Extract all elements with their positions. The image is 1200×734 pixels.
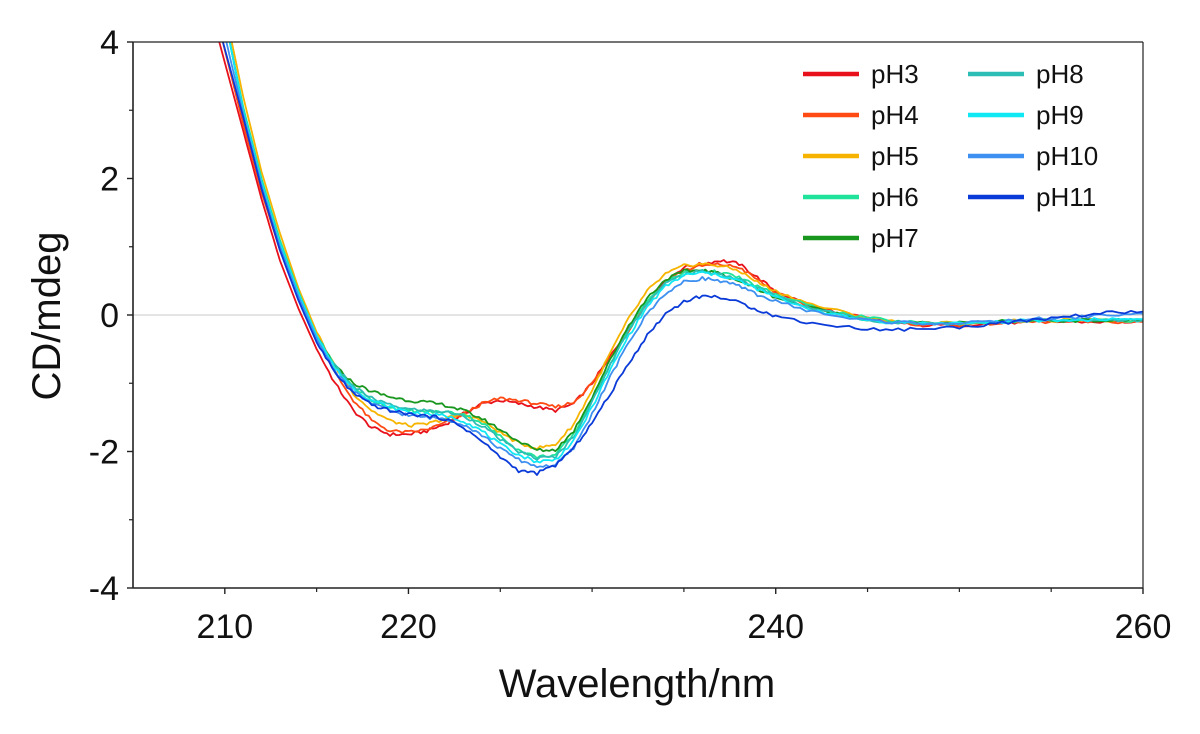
legend-label: pH9 [1036,100,1084,130]
y-tick-label: -4 [89,570,119,608]
legend-item-ph7: pH7 [803,223,919,253]
legend-item-ph11: pH11 [968,182,1096,212]
legend-item-ph4: pH4 [803,100,919,130]
y-axis-title: CD/mdeg [25,232,69,401]
y-tick-label: 2 [100,161,119,199]
series-line-ph3 [218,42,1143,437]
legend-label: pH5 [871,141,919,171]
series-line-ph5 [230,42,1143,451]
legend-label: pH3 [871,59,919,89]
legend-label: pH7 [871,223,919,253]
series-line-ph11 [222,42,1143,476]
legend-item-ph5: pH5 [803,141,919,171]
legend-item-ph3: pH3 [803,59,919,89]
tick-labels: 210 220 240 260 -4 -2 0 2 4 [89,24,1172,646]
legend-item-ph10: pH10 [968,141,1098,171]
y-tick-label: -2 [89,434,119,472]
legend-item-ph8: pH8 [968,59,1084,89]
legend-item-ph9: pH9 [968,100,1084,130]
x-tick-label: 210 [196,608,253,646]
x-axis-title: Wavelength/nm [499,662,775,706]
y-tick-label: 0 [100,297,119,335]
y-tick-label: 4 [100,24,119,62]
legend-item-ph6: pH6 [803,182,919,212]
legend-label: pH10 [1036,141,1098,171]
legend-label: pH6 [871,182,919,212]
tick-marks [127,41,1144,594]
series-line-ph7 [228,42,1143,453]
series-lines [218,42,1143,476]
legend-label: pH4 [871,100,919,130]
series-line-ph4 [221,42,1143,434]
x-tick-label: 240 [747,608,804,646]
x-tick-label: 220 [380,608,437,646]
axes [132,41,1144,589]
legend-label: pH8 [1036,59,1084,89]
series-line-ph9 [228,42,1143,464]
legend-label: pH11 [1036,182,1096,212]
series-line-ph8 [228,42,1143,461]
x-tick-label: 260 [1115,608,1172,646]
legend: pH3 pH4 pH5 pH6 pH7 pH8 pH9 pH10 pH11 [803,59,1098,253]
